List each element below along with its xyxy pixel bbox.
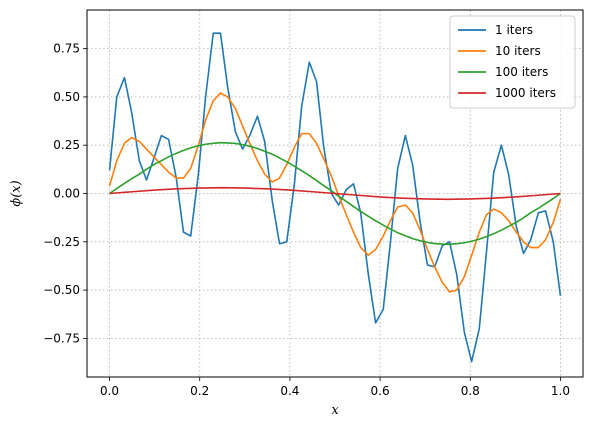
series-line-10-iters bbox=[108, 92, 562, 293]
x-axis-ticks: 0.0 0.2 0.4 0.6 0.8 1.0 bbox=[100, 377, 570, 398]
y-axis-label: ϕ(x) bbox=[9, 180, 24, 206]
legend-label-1-iters: 1 iters bbox=[495, 23, 533, 37]
y-tick-label-1: −0.50 bbox=[43, 283, 80, 297]
x-axis-label: x bbox=[331, 403, 339, 418]
legend-label-10-iters: 10 iters bbox=[495, 44, 541, 58]
y-tick-label-3: 0.00 bbox=[53, 187, 80, 201]
y-tick-label-5: 0.50 bbox=[53, 90, 80, 104]
y-tick-label-6: 0.75 bbox=[53, 42, 80, 56]
legend-label-100-iters: 100 iters bbox=[495, 65, 548, 79]
legend-box bbox=[449, 15, 576, 109]
series-line-1-iters bbox=[108, 32, 562, 363]
x-tick-label-1: 0.2 bbox=[190, 384, 209, 398]
x-tick-label-2: 0.4 bbox=[280, 384, 299, 398]
legend: 1 iters 10 iters 100 iters 1000 iters bbox=[449, 15, 576, 109]
x-tick-label-5: 1.0 bbox=[551, 384, 570, 398]
y-tick-label-0: −0.75 bbox=[43, 331, 80, 345]
y-axis-ticks: −0.75 −0.50 −0.25 0.00 0.25 0.50 0.75 bbox=[43, 42, 87, 345]
series-line-1000-iters bbox=[109, 186, 561, 201]
x-tick-label-0: 0.0 bbox=[100, 384, 119, 398]
y-tick-label-4: 0.25 bbox=[53, 138, 80, 152]
y-tick-label-2: −0.25 bbox=[43, 235, 80, 249]
series-lines bbox=[108, 32, 562, 363]
x-tick-label-4: 0.8 bbox=[461, 384, 480, 398]
legend-label-1000-iters: 1000 iters bbox=[495, 86, 556, 100]
x-tick-label-3: 0.6 bbox=[371, 384, 390, 398]
